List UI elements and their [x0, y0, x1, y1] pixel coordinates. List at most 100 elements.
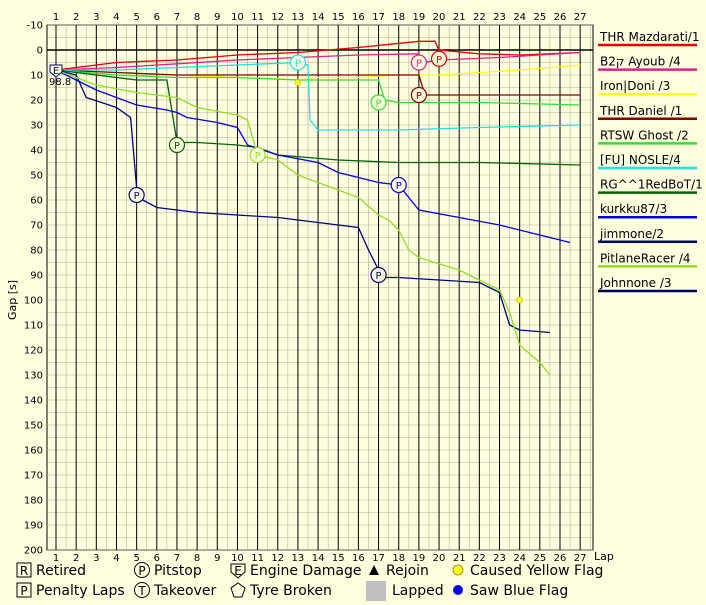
marker-symbol: P: [174, 141, 180, 152]
series-line: [55, 69, 581, 96]
event-markers: E98.8 P P P P P P P P P P: [49, 50, 523, 304]
key-icon-square: [16, 562, 32, 578]
x-tick-bottom: 4: [113, 553, 119, 564]
marker-symbol: P: [295, 59, 301, 70]
pitstop-marker: [289, 54, 307, 71]
x-tick-bottom: 2: [73, 553, 79, 564]
key-icon-grey-box: [366, 581, 386, 601]
y-tick: 90: [30, 271, 43, 282]
marker-symbol: P: [134, 191, 140, 202]
x-tick-top: 4: [113, 12, 119, 23]
x-tick-bottom: 13: [292, 553, 305, 564]
x-tick-top: 18: [392, 12, 405, 23]
marker-symbol: P: [436, 55, 442, 66]
x-tick-top: 15: [332, 12, 345, 23]
key-icon-triangle: [369, 565, 379, 575]
marker-symbol: E: [53, 66, 59, 77]
series-line: [55, 69, 571, 244]
x-tick-bottom: 25: [533, 553, 546, 564]
engine-damage-marker: [49, 64, 63, 78]
key-icon-tyre: [230, 582, 246, 598]
legend-entry-label: Iron|Doni /3: [600, 79, 670, 93]
key-label: Rejoin: [386, 563, 429, 579]
legend-entry-label: RG^^1RedBoT/1: [600, 178, 703, 192]
marker-symbol: P: [416, 59, 422, 70]
x-tick-top: 26: [554, 12, 567, 23]
key-icon-square: [16, 582, 32, 598]
x-tick-bottom: 7: [174, 553, 180, 564]
x-tick-bottom: 9: [214, 553, 220, 564]
key-label: Retired: [36, 563, 86, 579]
series-line: [56, 61, 581, 131]
pitstop-marker: [249, 146, 266, 164]
marker-symbol: P: [376, 99, 382, 110]
pitstop-marker: [168, 136, 186, 154]
x-tick-bottom: 19: [413, 553, 426, 564]
x-tick-bottom: 18: [392, 553, 405, 564]
x-tick-bottom: 8: [194, 553, 200, 564]
key-icon-symbol: P: [20, 584, 27, 598]
key-label: Penalty Laps: [36, 583, 125, 599]
key-icon-blue-dot: [453, 585, 463, 595]
x-tick-top: 9: [214, 12, 220, 23]
series-line: [55, 69, 581, 106]
x-tick-top: 24: [513, 12, 526, 23]
y-tick: 20: [30, 96, 43, 107]
key-label: Lapped: [392, 583, 444, 599]
x-tick-labels: 1122334455667788991010111112121313141415…: [53, 12, 587, 564]
x-tick-bottom: 23: [493, 553, 506, 564]
pitstop-marker: [430, 50, 448, 67]
x-tick-bottom: 10: [231, 553, 244, 564]
x-tick-bottom: 26: [554, 553, 567, 564]
legend-entry-label: jimmone/2: [599, 227, 664, 241]
y-tick: 140: [24, 396, 43, 407]
x-tick-bottom: 21: [453, 553, 466, 564]
y-axis-label: Gap [s]: [6, 280, 19, 320]
x-tick-top: 2: [73, 12, 79, 23]
key-icon-symbol: E: [234, 564, 242, 578]
x-tick-top: 14: [312, 12, 325, 23]
x-tick-top: 1: [53, 12, 59, 23]
x-tick-top: 3: [93, 12, 99, 23]
x-tick-bottom: 24: [513, 553, 526, 564]
key-label: Engine Damage: [250, 563, 362, 579]
series-line: [55, 40, 581, 71]
pitstop-marker: [410, 54, 427, 71]
key-icon-symbol: T: [137, 584, 146, 598]
x-tick-top: 25: [533, 12, 546, 23]
x-tick-top: 11: [251, 12, 264, 23]
key-icon-symbol: P: [138, 564, 145, 578]
series-line: [55, 69, 550, 334]
key-label: Tyre Broken: [249, 583, 332, 599]
legend-entry-label: B2ק Ayoub /4: [600, 55, 681, 69]
y-tick: 50: [30, 171, 43, 182]
y-tick-labels: -10 0 10 20 30 40 50 60 70 80 90 100 110 120 130 140 150…: [24, 21, 43, 557]
x-tick-top: 20: [433, 12, 446, 23]
legend-entry-label: RTSW Ghost /2: [600, 128, 689, 142]
marker-symbol: P: [376, 271, 382, 282]
y-tick: 30: [30, 121, 43, 132]
x-tick-top: 23: [493, 12, 506, 23]
x-tick-top: 8: [194, 12, 200, 23]
y-tick: 70: [30, 221, 43, 232]
y-tick: 150: [24, 421, 43, 432]
marker-label: 98.8: [49, 77, 71, 88]
y-tick: 60: [30, 196, 43, 207]
x-tick-bottom: 15: [332, 553, 345, 564]
x-tick-bottom: 14: [312, 553, 325, 564]
y-tick: 100: [24, 296, 43, 307]
series-line: [55, 51, 581, 71]
x-tick-top: 21: [453, 12, 466, 23]
y-tick: 130: [24, 371, 43, 382]
key-label: Caused Yellow Flag: [470, 563, 603, 579]
x-tick-top: 22: [473, 12, 486, 23]
key-icon-symbol: R: [20, 564, 28, 578]
y-tick: 80: [30, 246, 43, 257]
pitstop-marker: [128, 186, 145, 204]
marker-symbol: P: [255, 151, 261, 162]
chart-grid: [46, 24, 594, 551]
y-tick: 200: [24, 546, 43, 557]
y-tick: 10: [30, 71, 43, 82]
legend-entry-label: [FU] NOSLE/4: [600, 153, 681, 167]
